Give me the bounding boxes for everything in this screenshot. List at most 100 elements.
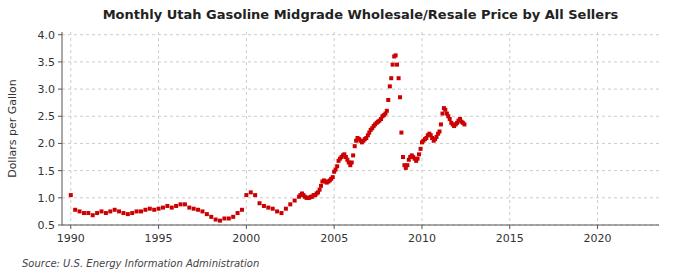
point [351,153,355,157]
point [244,193,248,197]
tick-label: 2010 [408,232,436,245]
point [448,117,452,121]
point [395,63,399,67]
point [108,209,112,213]
tick-mark [597,225,598,229]
point [200,209,204,213]
tick-mark [58,225,62,226]
point [231,215,235,219]
point [385,109,389,113]
point [165,204,169,208]
points [69,53,467,222]
tick-label: 3.5 [38,56,56,69]
point [227,216,231,220]
point [443,108,447,112]
tick-label: 2.0 [38,137,56,150]
grid-line [62,197,659,198]
y-axis-label: Dollars per Gallon [6,79,19,178]
tick-label: 4.0 [38,29,56,42]
grid [62,32,659,225]
grid-line [421,32,422,225]
point [284,207,288,211]
tick-label: 0.5 [38,219,56,232]
point [388,84,392,88]
point [416,157,420,161]
point [73,208,77,212]
point [95,211,99,215]
grid-line [62,225,659,226]
point [113,208,117,212]
point [205,212,209,216]
point [331,175,335,179]
point [440,112,444,116]
tick-mark [246,225,247,229]
tick-label: 2.5 [38,110,56,123]
point [275,209,279,213]
point [394,53,398,57]
x-axis-line [62,225,659,226]
source-note: Source: U.S. Energy Information Administ… [22,258,259,269]
point [397,76,401,80]
point [78,209,82,213]
tick-label: 1990 [57,232,85,245]
tick-label: 1.5 [38,165,56,178]
point [417,152,421,156]
point [196,208,200,212]
point [91,213,95,217]
tick-mark [421,225,422,229]
point [139,209,143,213]
point [335,164,339,168]
point [170,206,174,210]
point [253,193,257,197]
point [279,211,283,215]
grid-line [509,32,510,225]
point [100,209,104,213]
point [143,208,147,212]
point [130,211,134,215]
grid-line [158,32,159,225]
point [319,184,323,188]
point [405,163,409,167]
tick-label: 1.0 [38,192,56,205]
tick-mark [58,89,62,90]
point [462,122,466,126]
title: Monthly Utah Gasoline Midgrade Wholesale… [103,7,619,22]
point [174,204,178,208]
point [104,211,108,215]
point [179,202,183,206]
tick-label: 2000 [232,232,260,245]
point [183,202,187,206]
grid-line [62,61,659,62]
tick-mark [58,143,62,144]
point [117,209,121,213]
tick-label: 3.0 [38,83,56,96]
point [214,218,218,222]
tick-mark [58,34,62,35]
tick-mark [58,197,62,198]
point [161,206,165,210]
axes: 0.5 1.0 1.5 2.0 2.5 3.0 3.5 4.0 1990 1995 2000 2005… [38,29,660,245]
point [249,190,253,194]
tick-label: 2015 [496,232,524,245]
point [152,208,156,212]
point [209,215,213,219]
point [391,63,395,67]
tick-mark [58,170,62,171]
point [82,211,86,215]
point [350,160,354,164]
point [258,201,262,205]
tick-label: 2005 [320,232,348,245]
grid-line [62,89,659,90]
tick-mark [70,225,71,229]
point [69,193,73,197]
tick-label: 1995 [145,232,173,245]
point [86,211,90,215]
point [399,131,403,135]
point [288,202,292,206]
point [121,211,125,215]
point [222,216,226,220]
point [386,98,390,102]
point [135,209,139,213]
grid-line [334,32,335,225]
point [271,207,275,211]
